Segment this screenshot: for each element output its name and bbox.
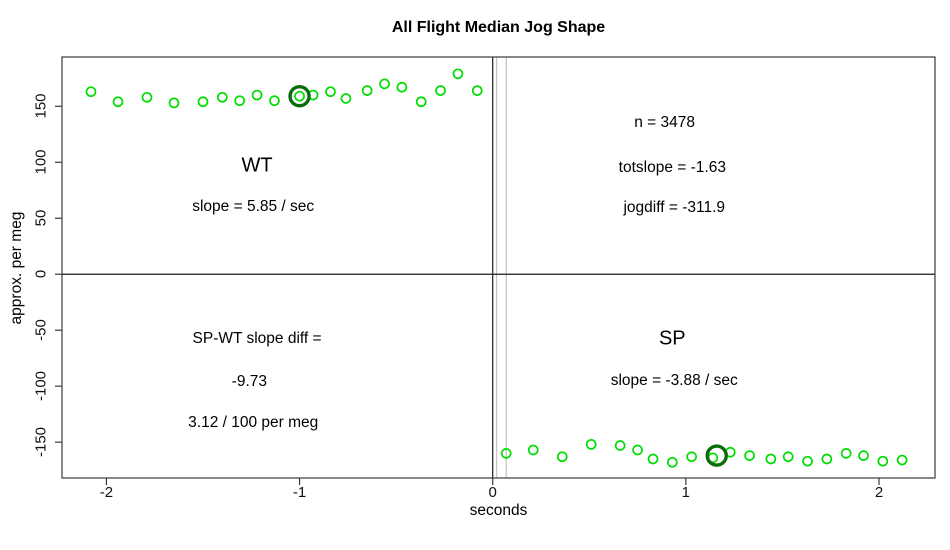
- x-tick-label: 1: [681, 484, 691, 501]
- data-point-wt: [251, 89, 263, 101]
- data-point-wt: [294, 90, 305, 102]
- data-point-sp: [527, 444, 539, 456]
- annotation-text: WT: [241, 154, 273, 177]
- data-point-sp: [877, 455, 889, 467]
- data-point-sp: [765, 453, 777, 465]
- annotation-text: SP: [658, 327, 686, 350]
- data-point-sp: [666, 456, 678, 468]
- data-point-sp: [614, 440, 626, 451]
- x-axis-label: seconds: [469, 502, 528, 519]
- data-point-sp: [744, 450, 755, 461]
- data-point-wt: [396, 81, 408, 93]
- y-tick-label: 150: [32, 93, 50, 119]
- highlight-ring: [705, 444, 728, 467]
- data-point-wt: [379, 78, 390, 90]
- y-tick-label: 100: [32, 149, 50, 175]
- annotation-text: jogdiff = -311.9: [623, 199, 726, 217]
- y-tick-label: -100: [32, 371, 50, 402]
- annotation-text: n = 3478: [634, 114, 695, 132]
- y-tick-label: -50: [32, 319, 50, 342]
- data-point-wt: [216, 91, 228, 103]
- data-point-wt: [234, 95, 246, 107]
- data-point-sp: [802, 455, 813, 467]
- x-tick-label: 0: [488, 484, 497, 501]
- data-point-sp: [500, 448, 512, 459]
- plot-box: [61, 56, 936, 479]
- data-point-sp: [686, 451, 697, 463]
- annotation-text: SP-WT slope diff =: [192, 330, 322, 348]
- data-point-sp: [840, 448, 852, 459]
- x-tick-label: -1: [292, 484, 307, 501]
- data-point-wt: [112, 96, 124, 108]
- annotation-text: slope = -3.88 / sec: [610, 371, 738, 389]
- chart-title: All Flight Median Jog Shape: [391, 19, 606, 36]
- annotation-text: totslope = -1.63: [618, 158, 726, 176]
- data-point-wt: [85, 86, 97, 98]
- data-point-wt: [197, 96, 209, 108]
- y-tick-label: 0: [32, 270, 50, 279]
- data-point-wt: [269, 95, 280, 107]
- data-point-sp: [585, 439, 597, 450]
- data-point-sp: [821, 453, 833, 465]
- y-tick-label: 50: [32, 209, 50, 227]
- highlight-ring: [288, 84, 311, 108]
- annotation-text: -9.73: [231, 372, 268, 390]
- data-point-wt: [471, 85, 483, 96]
- annotation-text: slope = 5.85 / sec: [192, 198, 315, 216]
- y-tick-label: -150: [32, 427, 50, 458]
- data-point-wt: [168, 97, 180, 109]
- data-point-wt: [415, 96, 427, 108]
- data-point-sp: [647, 453, 659, 465]
- x-tick-label: 2: [874, 484, 884, 501]
- data-point-sp: [632, 444, 643, 456]
- data-point-wt: [452, 68, 464, 80]
- data-point-sp: [858, 450, 869, 461]
- data-point-wt: [141, 91, 153, 103]
- data-point-sp: [896, 454, 908, 466]
- data-point-sp: [556, 451, 568, 463]
- data-point-wt: [325, 86, 336, 98]
- y-axis-label: approx. per meg: [8, 211, 25, 325]
- data-point-wt: [340, 93, 352, 104]
- data-point-wt: [435, 85, 446, 96]
- annotation-text: 3.12 / 100 per meg: [188, 414, 319, 432]
- x-tick-label: -2: [99, 484, 114, 501]
- data-point-wt: [361, 85, 373, 96]
- data-point-sp: [782, 451, 794, 463]
